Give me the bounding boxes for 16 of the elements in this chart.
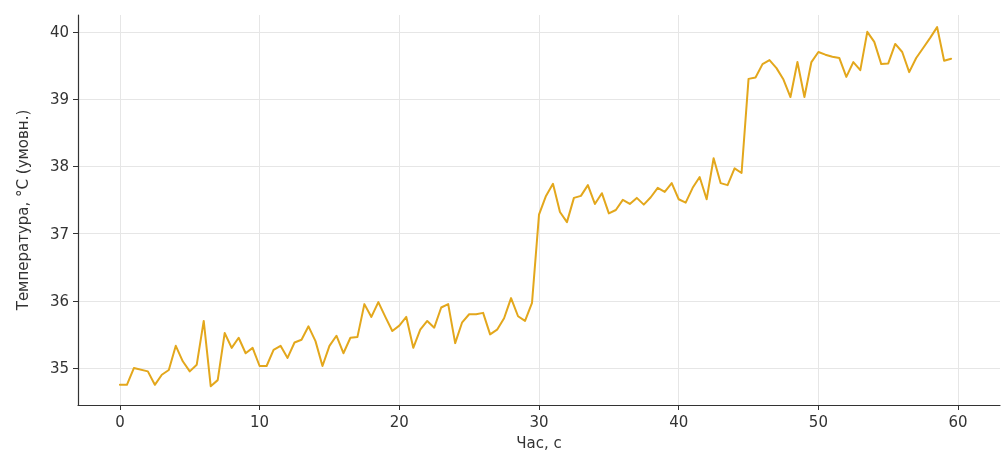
y-tick-label: 35	[49, 359, 69, 378]
x-tick-label: 30	[529, 412, 549, 431]
x-tick-label: 40	[669, 412, 689, 431]
y-tick-label: 38	[49, 157, 69, 176]
y-tick-label: 37	[49, 224, 69, 243]
y-tick-label: 39	[49, 90, 69, 109]
x-tick-label: 50	[808, 412, 828, 431]
line-series	[118, 26, 953, 388]
y-tick-label: 40	[49, 22, 69, 41]
x-tick-label: 0	[115, 412, 125, 431]
x-axis-title: Час, с	[516, 433, 562, 452]
y-axis-title: Температура, °C (умовн.)	[13, 109, 32, 312]
x-tick-label: 10	[250, 412, 270, 431]
x-tick-label: 20	[389, 412, 409, 431]
y-tick-label: 36	[49, 291, 69, 310]
x-tick-label: 60	[948, 412, 968, 431]
